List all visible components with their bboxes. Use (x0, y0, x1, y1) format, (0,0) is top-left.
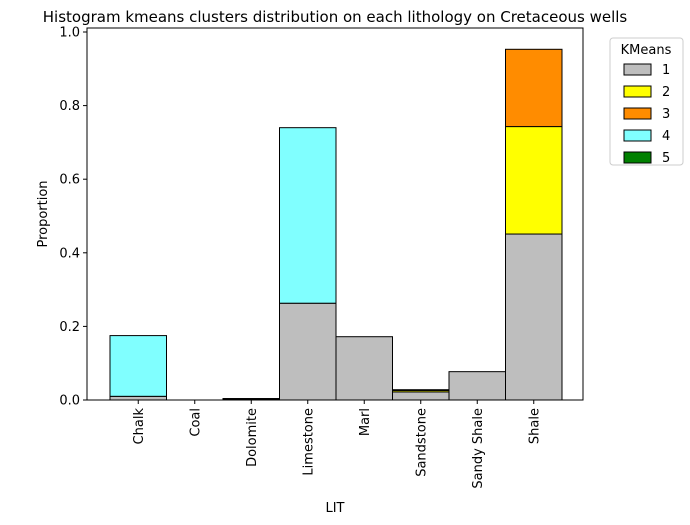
bar-shale-cluster-3 (505, 48, 563, 128)
x-tick-label: Chalk (132, 408, 147, 445)
bar-sandstone-cluster-1 (392, 391, 450, 401)
bar-limestone-cluster-1 (279, 302, 337, 401)
y-tick-label: 0.6 (59, 173, 80, 188)
y-tick-label: 0.2 (59, 320, 80, 335)
legend-swatch-2 (623, 85, 652, 98)
x-axis-label: LIT (325, 501, 344, 516)
legend-swatch-1 (623, 63, 652, 76)
y-axis-label: Proportion (36, 180, 51, 247)
bar-sandstone-cluster-3 (392, 389, 450, 391)
legend-label-2: 2 (662, 85, 670, 100)
legend-label-3: 3 (662, 107, 670, 122)
x-tick-label: Sandy Shale (471, 408, 486, 489)
x-axis: Chalk Coal Dolomite Limestone Marl Sandstone S… (132, 400, 542, 489)
y-tick-label: 0.0 (59, 394, 80, 409)
plot-frame (86, 27, 584, 401)
x-tick-label: Sandstone (414, 408, 429, 477)
x-tick-label: Dolomite (245, 408, 260, 467)
legend: KMeans 1 2 3 4 5 (609, 37, 684, 166)
bar-chalk-cluster-1 (109, 395, 167, 401)
legend-label-5: 5 (662, 151, 670, 166)
bar-chalk-cluster-4 (109, 335, 167, 397)
bar-shale-cluster-2 (505, 126, 563, 235)
y-tick-label: 0.8 (59, 99, 80, 114)
x-tick-label: Coal (188, 408, 203, 437)
x-tick-label: Marl (358, 408, 373, 436)
y-tick-label: 0.4 (59, 246, 80, 261)
legend-label-4: 4 (662, 129, 670, 144)
legend-label-1: 1 (662, 63, 670, 78)
bar-shale-cluster-1 (505, 233, 563, 401)
y-axis: 0.0 0.2 0.4 0.6 0.8 1.0 (59, 26, 87, 409)
y-tick-label: 1.0 (59, 26, 80, 41)
bar-limestone-cluster-4 (279, 127, 337, 304)
plot-area (109, 48, 563, 401)
bar-sandy-shale-cluster-1 (448, 371, 506, 401)
legend-title: KMeans (621, 43, 672, 58)
legend-items: 1 2 3 4 5 (623, 63, 670, 166)
bar-marl-cluster-1 (335, 336, 393, 401)
legend-swatch-5 (623, 151, 652, 164)
x-tick-label: Limestone (301, 408, 316, 476)
chart-title: Histogram kmeans clusters distribution o… (43, 8, 628, 26)
legend-swatch-3 (623, 107, 652, 120)
legend-swatch-4 (623, 129, 652, 142)
bar-dolomite-cluster-5 (222, 398, 280, 400)
x-tick-label: Shale (527, 408, 542, 444)
